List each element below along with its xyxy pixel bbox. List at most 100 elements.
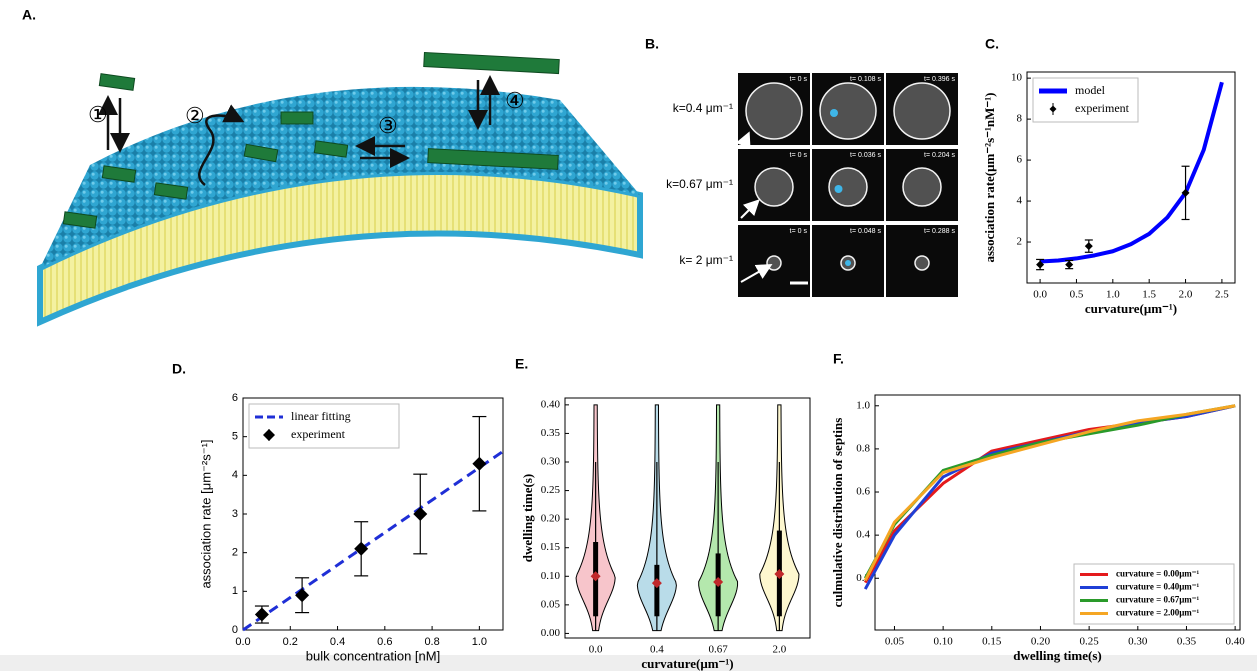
legend-label: experiment — [291, 427, 346, 441]
y-tick-label: 0.15 — [541, 541, 561, 553]
x-axis-label: curvature(μm⁻¹) — [1085, 301, 1177, 316]
y-tick-label: 0.40 — [541, 398, 561, 410]
y-tick-label: 0.30 — [541, 456, 561, 468]
step-number: ② — [185, 103, 205, 128]
x-tick-label: 0.25 — [1080, 636, 1100, 648]
y-tick-label: 0.05 — [541, 598, 561, 610]
x-tick-label: 0.6 — [377, 636, 392, 648]
y-tick-label: 0.10 — [541, 570, 561, 582]
y-tick-label: 0 — [232, 624, 238, 636]
time-stamp: t= 0.204 s — [924, 152, 955, 159]
time-stamp: t= 0.048 s — [850, 228, 881, 235]
point — [1065, 261, 1073, 269]
y-tick-label: 3 — [232, 508, 238, 520]
y-tick-label: 0.4 — [856, 529, 870, 541]
legend-label: model — [1075, 83, 1106, 97]
y-axis-label: dwelling time(s) — [520, 474, 535, 562]
x-tick-label: 0.2 — [283, 636, 298, 648]
y-tick-label: 0.25 — [541, 484, 561, 496]
x-tick-label: 2.5 — [1215, 289, 1229, 301]
row-label: k= 2 μm⁻¹ — [679, 253, 733, 267]
y-tick-label: 6 — [1017, 154, 1023, 166]
y-tick-label: 0.20 — [541, 513, 561, 525]
x-tick-label: 0.35 — [1177, 636, 1197, 648]
time-stamp: t= 0 s — [790, 152, 808, 159]
y-tick-label: 2 — [232, 547, 238, 559]
x-tick-label: 0.10 — [934, 636, 954, 648]
y-axis-label: association rate [μm⁻²s⁻¹] — [198, 439, 213, 588]
vesicle — [820, 83, 876, 139]
vesicle — [894, 83, 950, 139]
time-stamp: t= 0 s — [790, 76, 808, 83]
y-tick-label: 4 — [232, 469, 238, 481]
step-number: ① — [88, 102, 108, 127]
y-tick-label: 1 — [232, 585, 238, 597]
point — [295, 588, 309, 602]
figure: A. ① ② ③ ④ B. k=0.4 μm⁻¹t= 0 st= 0.108 s… — [0, 0, 1257, 671]
y-tick-label: 1.0 — [856, 399, 870, 411]
x-tick-label: 0.0 — [235, 636, 250, 648]
legend-label: curvature = 0.00μm⁻¹ — [1116, 569, 1200, 579]
x-tick-label: 2.0 — [773, 644, 787, 656]
x-tick-label: 0.05 — [885, 636, 905, 648]
septin-spot — [845, 260, 851, 266]
legend-label: curvature = 0.67μm⁻¹ — [1116, 595, 1200, 605]
x-tick-label: 0.67 — [709, 644, 729, 656]
x-tick-label: 0.4 — [650, 644, 664, 656]
row-label: k=0.67 μm⁻¹ — [666, 177, 733, 191]
time-stamp: t= 0.396 s — [924, 76, 955, 83]
legend-label: curvature = 2.00μm⁻¹ — [1116, 608, 1200, 618]
series-line — [865, 406, 1235, 578]
x-tick-label: 1.0 — [1106, 289, 1120, 301]
panel-label: E. — [515, 356, 528, 372]
point — [413, 507, 427, 521]
series-line — [243, 451, 503, 630]
y-tick-label: 0.8 — [856, 442, 870, 454]
x-tick-label: 0.40 — [1226, 636, 1246, 648]
row-label: k=0.4 μm⁻¹ — [673, 101, 733, 115]
time-stamp: t= 0.108 s — [850, 76, 881, 83]
x-axis-label: dwelling time(s) — [1013, 648, 1101, 663]
time-stamp: t= 0.036 s — [850, 152, 881, 159]
vesicle — [746, 83, 802, 139]
legend-label: experiment — [1075, 101, 1130, 115]
x-axis-label: curvature(μm⁻¹) — [641, 656, 733, 671]
x-tick-label: 0.4 — [330, 636, 345, 648]
y-tick-label: 5 — [232, 431, 238, 443]
x-tick-label: 2.0 — [1179, 289, 1193, 301]
y-tick-label: 6 — [232, 392, 238, 404]
x-tick-label: 0.5 — [1070, 289, 1084, 301]
vesicle — [915, 256, 929, 270]
x-tick-label: 0.0 — [589, 644, 603, 656]
vesicle — [767, 256, 781, 270]
y-tick-label: 0.35 — [541, 427, 561, 439]
x-tick-label: 1.5 — [1142, 289, 1156, 301]
micrograph-grid: k=0.4 μm⁻¹ t= 0 s t= 0.108 s t= 0.396 s k=0.… — [666, 73, 958, 297]
membrane-diagram: A. ① ② ③ ④ — [22, 7, 640, 322]
y-tick-label: 8 — [1017, 113, 1023, 125]
step-number: ③ — [378, 113, 398, 138]
x-tick-label: 0.30 — [1128, 636, 1148, 648]
point — [1085, 242, 1093, 250]
y-tick-label: 10 — [1011, 72, 1023, 84]
x-tick-label: 0.20 — [1031, 636, 1051, 648]
legend-label: linear fitting — [291, 409, 351, 423]
time-stamp: t= 0.288 s — [924, 228, 955, 235]
x-tick-label: 0.0 — [1033, 289, 1047, 301]
y-tick-label: 4 — [1017, 195, 1023, 207]
quartile-box — [654, 565, 659, 616]
y-tick-label: 0.00 — [541, 627, 561, 639]
y-axis-label: culmulative distribution of septins — [830, 418, 845, 608]
time-stamp: t= 0 s — [790, 228, 808, 235]
x-tick-label: 0.8 — [424, 636, 439, 648]
y-tick-label: 0.6 — [856, 486, 870, 498]
vesicle — [829, 168, 867, 206]
step-number: ④ — [505, 88, 525, 113]
septin-spot — [835, 185, 843, 193]
panel-label: A. — [22, 7, 36, 23]
vesicle — [903, 168, 941, 206]
x-tick-label: 1.0 — [472, 636, 487, 648]
y-tick-label: 2 — [1017, 236, 1023, 248]
panel-label: D. — [172, 361, 186, 377]
panel-label: F. — [833, 351, 844, 367]
